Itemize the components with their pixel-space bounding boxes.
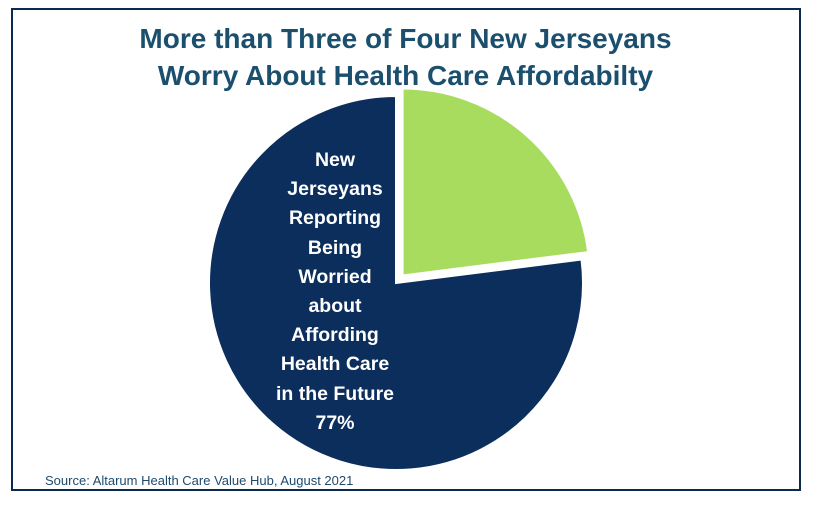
slice-label-line: about (308, 295, 362, 318)
slice-label-line: Being (307, 236, 363, 259)
slice-label-line: Health Care (280, 353, 390, 376)
slice-label-line: in the Future (275, 382, 395, 405)
chart-title-line-2: Worry About Health Care Affordabilty (157, 60, 654, 91)
slice-label-line: Jerseyans (287, 178, 383, 201)
pie-slice-other (401, 87, 590, 277)
source-note: Source: Altarum Health Care Value Hub, A… (45, 473, 354, 488)
slice-label-line: 77% (315, 411, 355, 434)
chart-title: More than Three of Four New Jerseyans Wo… (20, 20, 791, 94)
pie-slice-worried (208, 94, 584, 471)
slice-label-line: New (314, 149, 356, 171)
slice-label-line: Reporting (288, 207, 382, 230)
slice-label-line: Affording (291, 324, 379, 347)
pie-slices (208, 87, 590, 471)
chart-title-line-1: More than Three of Four New Jerseyans (139, 23, 672, 54)
slice-label-line: Worried (298, 265, 372, 288)
worried-slice-label: New Jerseyans Reporting Being Worried about Af… (250, 146, 420, 438)
